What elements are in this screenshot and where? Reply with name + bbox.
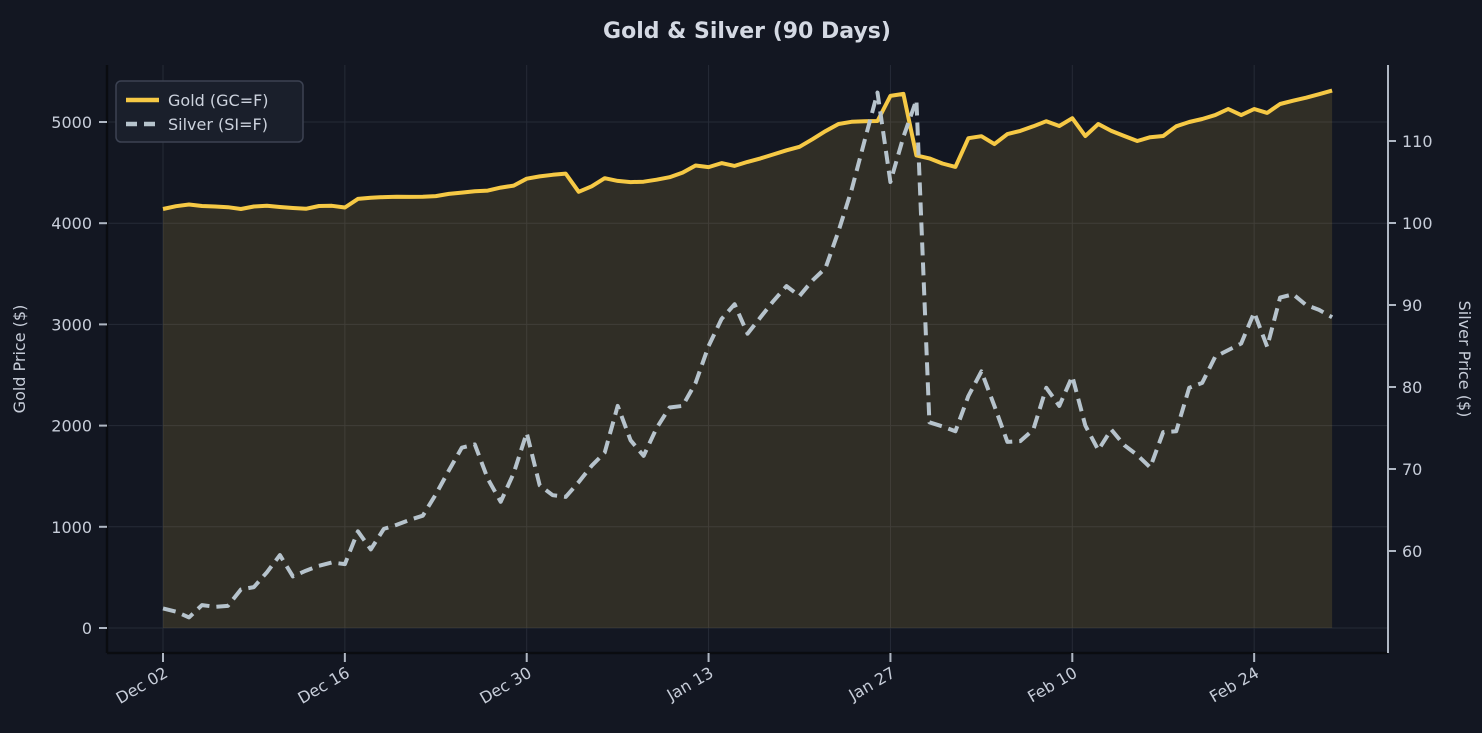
- left-tick-label: 1000: [51, 518, 92, 537]
- x-tick-label: Feb 24: [1206, 663, 1262, 706]
- right-tick-label: 60: [1402, 542, 1422, 561]
- silver-line: [162, 90, 1334, 620]
- legend: Gold (GC=F) Silver (SI=F): [115, 80, 304, 143]
- left-tick-label: 4000: [51, 214, 92, 233]
- left-axis-title: Gold Price ($): [10, 305, 29, 414]
- x-tick-label: Dec 16: [295, 663, 353, 708]
- x-tick-label: Dec 30: [476, 663, 534, 708]
- chart-title: Gold & Silver (90 Days): [603, 19, 891, 44]
- left-tick-label: 3000: [51, 315, 92, 334]
- legend-box: [115, 80, 304, 143]
- right-tick-label: 110: [1402, 132, 1433, 151]
- series-layer: [162, 88, 1334, 629]
- x-tick-label: Feb 10: [1024, 663, 1080, 706]
- x-tick-label: Jan 27: [845, 663, 899, 705]
- gold-area-fill: [163, 90, 1333, 629]
- left-tick-label: 2000: [51, 417, 92, 436]
- gold-line: [162, 88, 1333, 211]
- left-tick-label: 5000: [51, 113, 92, 132]
- x-tick-label: Jan 13: [663, 663, 717, 705]
- legend-silver-label: Silver (SI=F): [168, 115, 268, 134]
- gridlines: [107, 65, 1388, 653]
- right-tick-label: 70: [1402, 460, 1422, 479]
- right-axis-title: Silver Price ($): [1455, 301, 1474, 418]
- right-tick-label: 80: [1402, 378, 1422, 397]
- right-tick-label: 90: [1402, 296, 1422, 315]
- right-tick-label: 100: [1402, 214, 1433, 233]
- legend-gold-label: Gold (GC=F): [168, 91, 269, 110]
- left-tick-label: 0: [82, 619, 92, 638]
- x-tick-label: Dec 02: [113, 663, 171, 708]
